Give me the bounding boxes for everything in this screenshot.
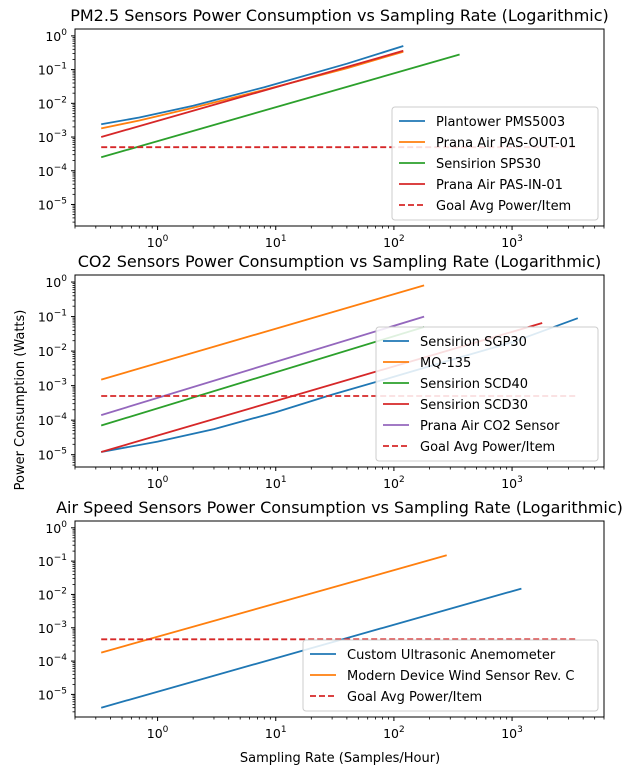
- series-line: [100, 284, 425, 381]
- series-line: [101, 45, 404, 126]
- y-tick-label: 100: [45, 520, 67, 536]
- legend: Plantower PMS5003 Prana Air PAS-OUT-01 Sen…: [391, 106, 599, 221]
- legend-label: Sensirion SCD40: [420, 377, 528, 392]
- x-tick-label: 100: [147, 475, 169, 491]
- chart-title: CO2 Sensors Power Consumption vs Samplin…: [78, 252, 602, 271]
- legend-box: [375, 326, 599, 462]
- legend-label: Sensirion SPS30: [436, 157, 541, 172]
- y-tick-label: 10−5: [38, 447, 67, 463]
- series-line: [101, 50, 404, 130]
- y-tick-label: 10−5: [38, 196, 67, 212]
- plot-frame: [74, 274, 605, 468]
- x-tick-label: 102: [383, 475, 405, 491]
- series-line: [100, 326, 425, 427]
- legend-label: Modern Device Wind Sensor Rev. C: [347, 669, 574, 684]
- legend-label: MQ-135: [420, 356, 471, 371]
- x-tick-label: 101: [265, 725, 287, 741]
- y-tick-label: 10−1: [38, 553, 67, 569]
- y-tick-label: 10−4: [38, 653, 67, 669]
- legend-label: Prana Air CO2 Sensor: [420, 419, 560, 434]
- plot-frame: [74, 520, 605, 718]
- y-tick-label: 10−4: [38, 412, 67, 428]
- y-tick-label: 100: [45, 274, 67, 290]
- x-tick-label: 100: [147, 725, 169, 741]
- y-tick-label: 10−1: [38, 309, 67, 325]
- legend-box: [391, 106, 599, 221]
- x-tick-label: 100: [147, 234, 169, 250]
- x-tick-label: 101: [265, 475, 287, 491]
- legend-label: Prana Air PAS-IN-01: [436, 178, 563, 193]
- series-line: [100, 49, 404, 138]
- legend: Sensirion SGP30 MQ-135 Sensirion SCD40 Sens…: [375, 326, 599, 462]
- pm25-chart-panel: PM2.5 Sensors Power Consumption vs Sampl…: [38, 6, 609, 250]
- y-tick-label: 10−3: [38, 378, 67, 394]
- y-tick-label: 10−4: [38, 163, 67, 179]
- y-tick-label: 10−2: [38, 343, 67, 359]
- y-tick-label: 10−3: [38, 620, 67, 636]
- x-tick-label: 102: [383, 725, 405, 741]
- y-tick-label: 10−3: [38, 129, 67, 145]
- legend: Custom Ultrasonic Anemometer Modern Devic…: [302, 639, 599, 712]
- legend-box: [302, 639, 599, 712]
- chart-title: PM2.5 Sensors Power Consumption vs Sampl…: [70, 6, 609, 25]
- legend-label: Sensirion SCD30: [420, 398, 528, 413]
- x-tick-label: 103: [501, 475, 523, 491]
- x-tick-label: 103: [501, 725, 523, 741]
- y-tick-label: 10−5: [38, 686, 67, 702]
- legend-label: Goal Avg Power/Item: [347, 690, 482, 705]
- y-tick-label: 10−2: [38, 586, 67, 602]
- legend-label: Goal Avg Power/Item: [420, 440, 555, 455]
- x-axis-label: Sampling Rate (Samples/Hour): [240, 751, 440, 766]
- series-line: [100, 53, 460, 159]
- series-line: [100, 554, 447, 654]
- y-tick-label: 10−1: [38, 62, 67, 78]
- y-axis-label: Power Consumption (Watts): [13, 310, 28, 491]
- series-line: [100, 315, 425, 416]
- legend-label: Goal Avg Power/Item: [436, 199, 571, 214]
- legend-label: Prana Air PAS-OUT-01: [436, 136, 576, 151]
- x-tick-label: 101: [265, 234, 287, 250]
- air-speed-chart-panel: Air Speed Sensors Power Consumption vs S…: [38, 498, 623, 741]
- co2-chart-panel: CO2 Sensors Power Consumption vs Samplin…: [38, 252, 605, 491]
- x-tick-label: 103: [501, 234, 523, 250]
- legend-label: Plantower PMS5003: [436, 115, 565, 130]
- y-tick-label: 10−2: [38, 95, 67, 111]
- chart-title: Air Speed Sensors Power Consumption vs S…: [56, 498, 623, 517]
- x-tick-label: 102: [383, 234, 405, 250]
- plot-frame: [74, 28, 605, 227]
- y-tick-label: 100: [45, 28, 67, 44]
- legend-label: Sensirion SGP30: [420, 335, 527, 350]
- legend-label: Custom Ultrasonic Anemometer: [347, 648, 556, 663]
